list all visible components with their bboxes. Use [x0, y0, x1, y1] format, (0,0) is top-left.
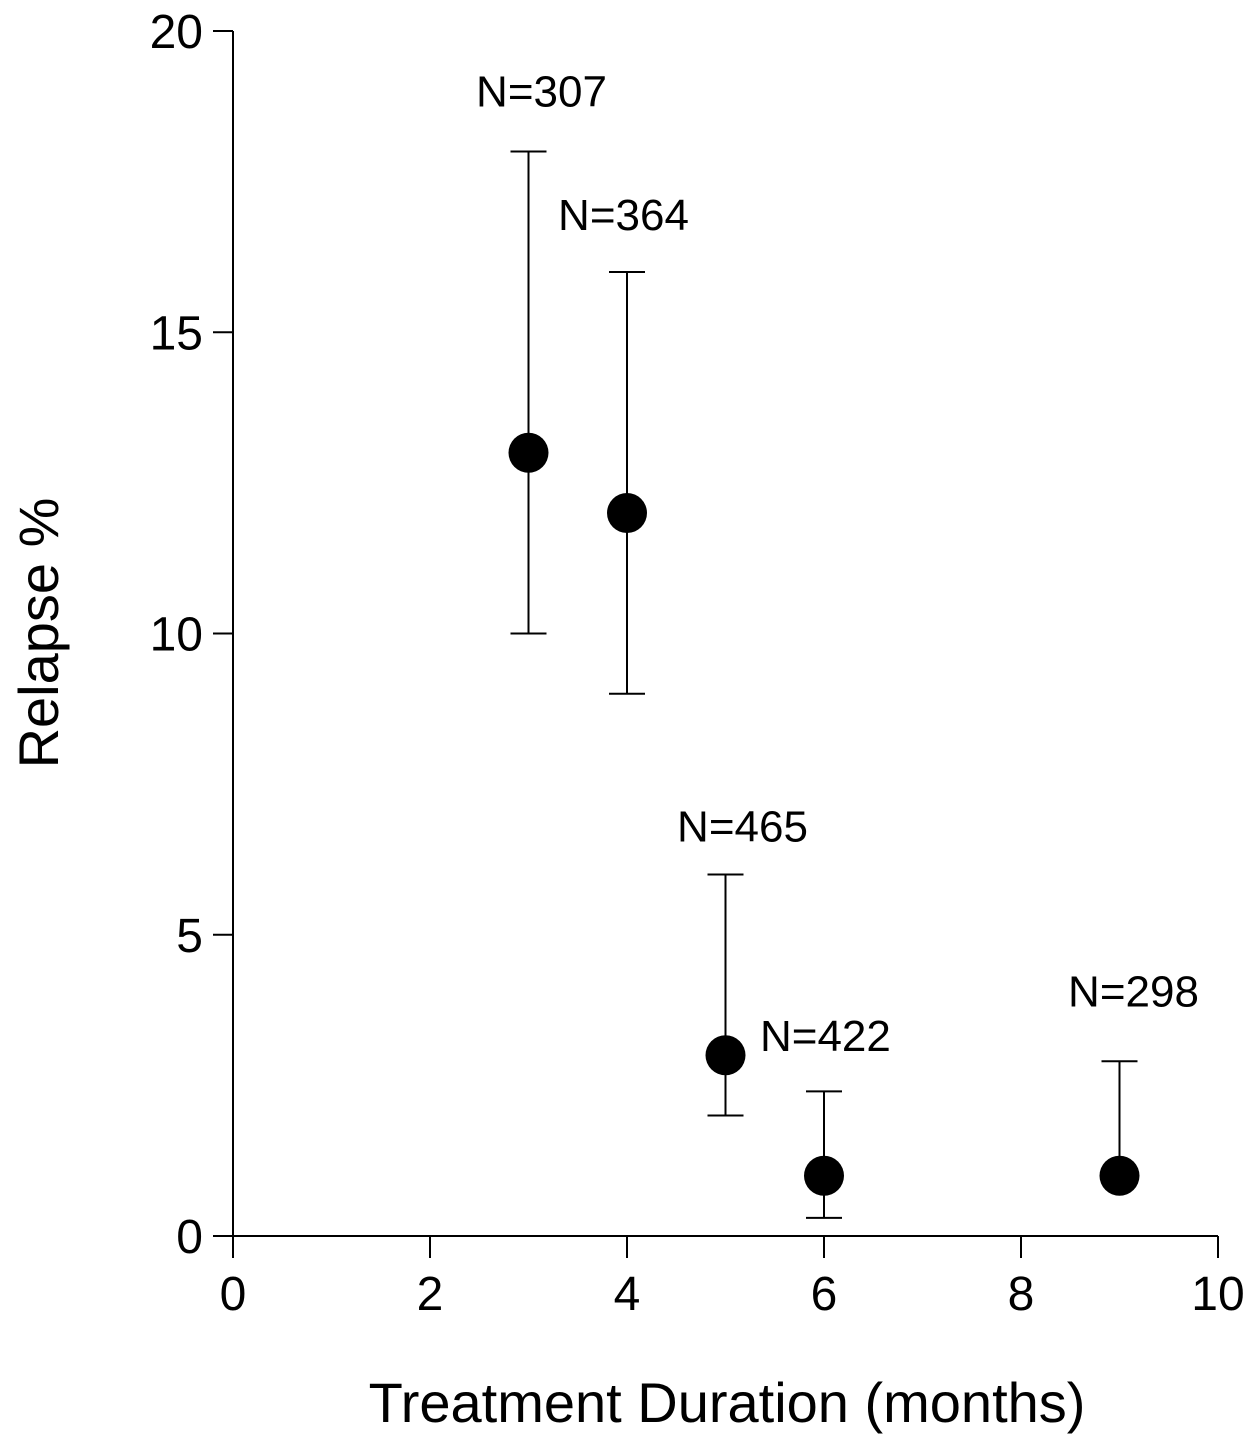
- x-tick-label: 6: [811, 1268, 838, 1321]
- data-point: [804, 1155, 844, 1196]
- y-tick-label: 5: [176, 910, 203, 963]
- point-labels: N=307 N=364 N=465 N=422 N=298: [476, 68, 1199, 1061]
- x-tick-label: 8: [1008, 1268, 1035, 1321]
- y-axis-title: Relapse %: [7, 498, 70, 769]
- x-tick-label: 4: [614, 1268, 641, 1321]
- data-point: [607, 493, 647, 533]
- y-tick-label: 20: [150, 6, 203, 59]
- point-label: N=422: [760, 1012, 891, 1061]
- point-label: N=364: [558, 191, 689, 240]
- data-point: [1099, 1155, 1140, 1196]
- y-tick-label: 15: [150, 307, 203, 360]
- point-label: N=298: [1068, 967, 1199, 1016]
- y-tick-label: 10: [150, 609, 203, 662]
- x-tick-label: 2: [417, 1268, 444, 1321]
- data-point: [705, 1035, 746, 1076]
- point-label: N=465: [677, 803, 808, 852]
- x-tick-label: 10: [1191, 1268, 1244, 1321]
- error-bars: [510, 150, 1138, 1219]
- x-axis-title: Treatment Duration (months): [369, 1371, 1086, 1434]
- data-point: [508, 432, 549, 473]
- point-label: N=307: [476, 68, 607, 117]
- y-tick-label: 0: [176, 1211, 203, 1264]
- data-points: [508, 432, 1140, 1196]
- x-tick-label: 0: [220, 1268, 247, 1321]
- axes: 0 5 10 15 20 0 2 4 6 8 10: [150, 6, 1245, 1321]
